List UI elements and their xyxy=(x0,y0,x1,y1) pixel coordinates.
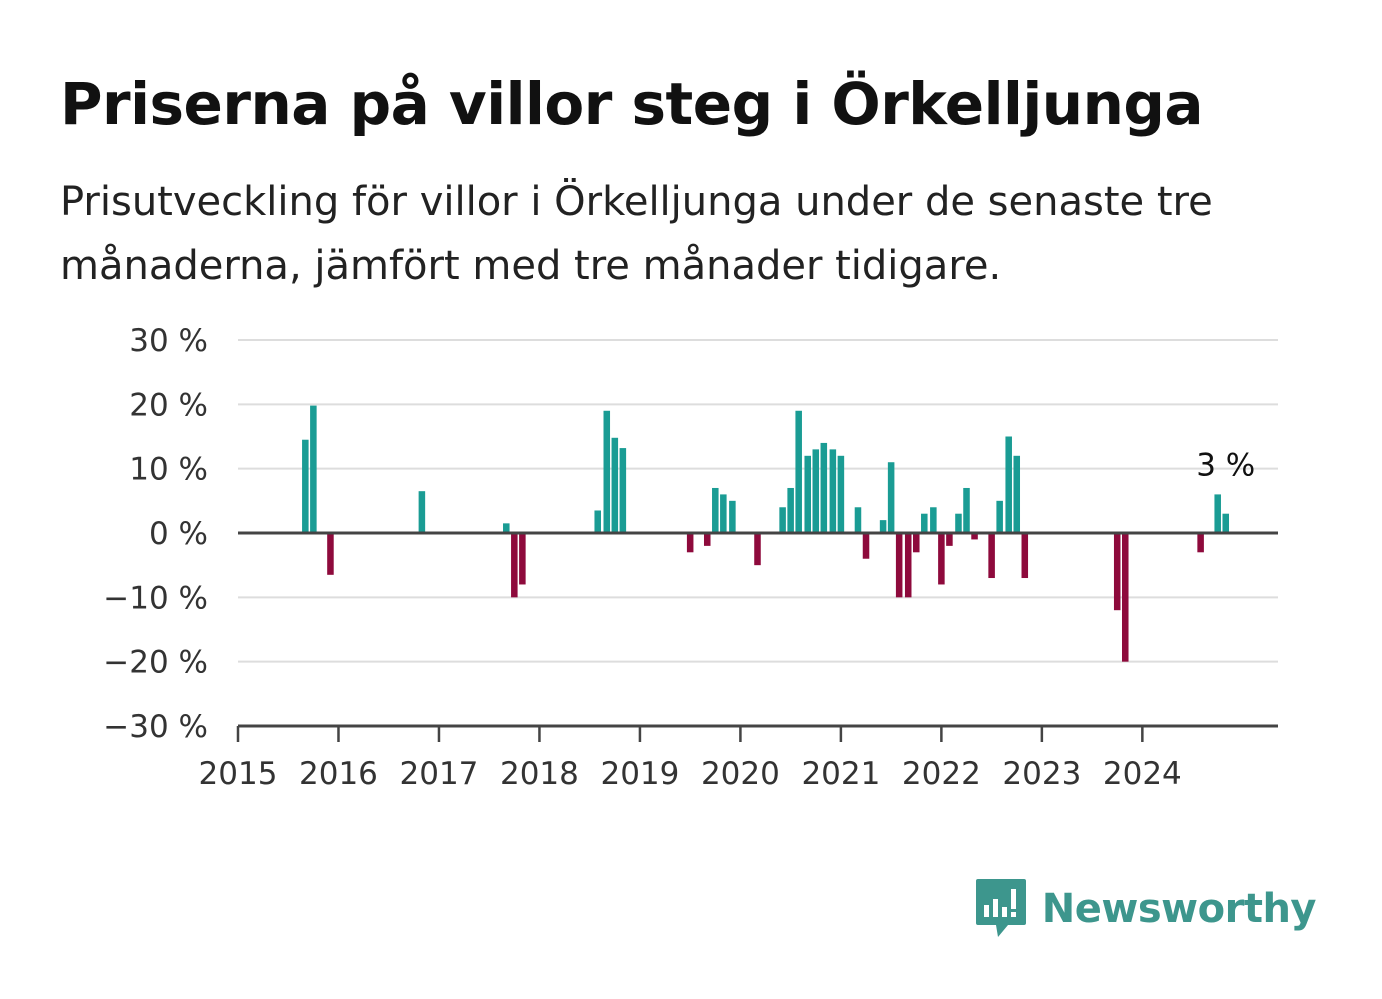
bar xyxy=(754,533,761,566)
bar xyxy=(1005,436,1012,533)
bar xyxy=(787,487,794,533)
bar xyxy=(921,513,928,533)
y-tick-label: 20 % xyxy=(129,387,208,423)
bar xyxy=(1214,494,1221,533)
bar xyxy=(895,533,903,598)
bar xyxy=(302,439,309,533)
bar xyxy=(963,487,970,533)
x-tick-label: 2022 xyxy=(902,756,981,792)
bar xyxy=(729,500,736,533)
bar xyxy=(327,533,334,575)
axes xyxy=(236,531,1278,742)
bar xyxy=(804,455,811,533)
bar xyxy=(938,533,945,585)
bar-chart: 30 % 20 % 10 % 0 % −10 % −20 % −30 % 2015 2016 20… xyxy=(103,323,1278,792)
bar xyxy=(879,520,887,533)
brand-name: Newsworthy xyxy=(1041,886,1317,932)
bar xyxy=(887,462,895,533)
x-tick-label: 2016 xyxy=(299,756,378,792)
newsworthy-logo-icon xyxy=(975,879,1026,937)
x-tick-label: 2018 xyxy=(500,756,579,792)
x-tick-label: 2019 xyxy=(600,756,679,792)
bar xyxy=(594,510,601,533)
bars xyxy=(302,405,1230,662)
bar xyxy=(703,533,711,546)
bar xyxy=(1021,533,1029,579)
x-tick-label: 2017 xyxy=(400,756,479,792)
y-tick-label: −10 % xyxy=(103,580,208,616)
y-tick-label: 0 % xyxy=(149,516,208,552)
bar xyxy=(418,491,426,533)
y-tick-label: 30 % xyxy=(129,323,208,359)
bar xyxy=(996,500,1003,533)
bar xyxy=(720,494,727,533)
bar xyxy=(619,448,627,533)
bar xyxy=(712,487,719,533)
y-tick-label: −20 % xyxy=(103,645,208,681)
bar xyxy=(1222,513,1230,533)
bar xyxy=(310,405,317,533)
x-tick-label: 2023 xyxy=(1002,756,1081,792)
y-tick-label: −30 % xyxy=(103,709,208,745)
grid-lines xyxy=(238,339,1278,663)
bar xyxy=(837,455,845,533)
x-tick-label: 2024 xyxy=(1103,756,1182,792)
bar xyxy=(511,533,518,598)
x-tick-label: 2015 xyxy=(199,756,278,792)
bar xyxy=(686,533,694,553)
bar xyxy=(988,533,995,579)
bar xyxy=(1197,533,1204,553)
bar xyxy=(946,533,953,546)
bar xyxy=(854,507,862,533)
tick-labels: 30 % 20 % 10 % 0 % −10 % −20 % −30 % 2015 2016 20… xyxy=(103,323,1182,792)
bar xyxy=(862,533,870,559)
bar xyxy=(519,533,526,585)
bar xyxy=(930,507,937,533)
bar xyxy=(1013,455,1021,533)
brand-logo: Newsworthy xyxy=(974,874,1317,944)
chart-subtitle: Prisutveckling för villor i Örkelljunga … xyxy=(60,179,1213,289)
y-tick-label: 10 % xyxy=(129,452,208,488)
bar xyxy=(904,533,912,598)
x-tick-label: 2021 xyxy=(801,756,880,792)
bar xyxy=(1113,533,1121,611)
annotations: 3 % xyxy=(1196,448,1255,484)
bar xyxy=(795,410,802,533)
bar xyxy=(812,449,820,533)
bar xyxy=(611,437,619,533)
bar xyxy=(1122,533,1129,662)
bar xyxy=(603,410,611,533)
bar xyxy=(955,513,962,533)
bar xyxy=(779,507,786,533)
bar xyxy=(503,523,510,533)
bar xyxy=(913,533,920,553)
chart-title: Priserna på villor steg i Örkelljunga xyxy=(60,70,1204,138)
x-tick-label: 2020 xyxy=(701,756,780,792)
bar xyxy=(820,442,828,533)
bar xyxy=(829,449,837,533)
data-label: 3 % xyxy=(1196,448,1255,484)
bar xyxy=(971,533,978,540)
